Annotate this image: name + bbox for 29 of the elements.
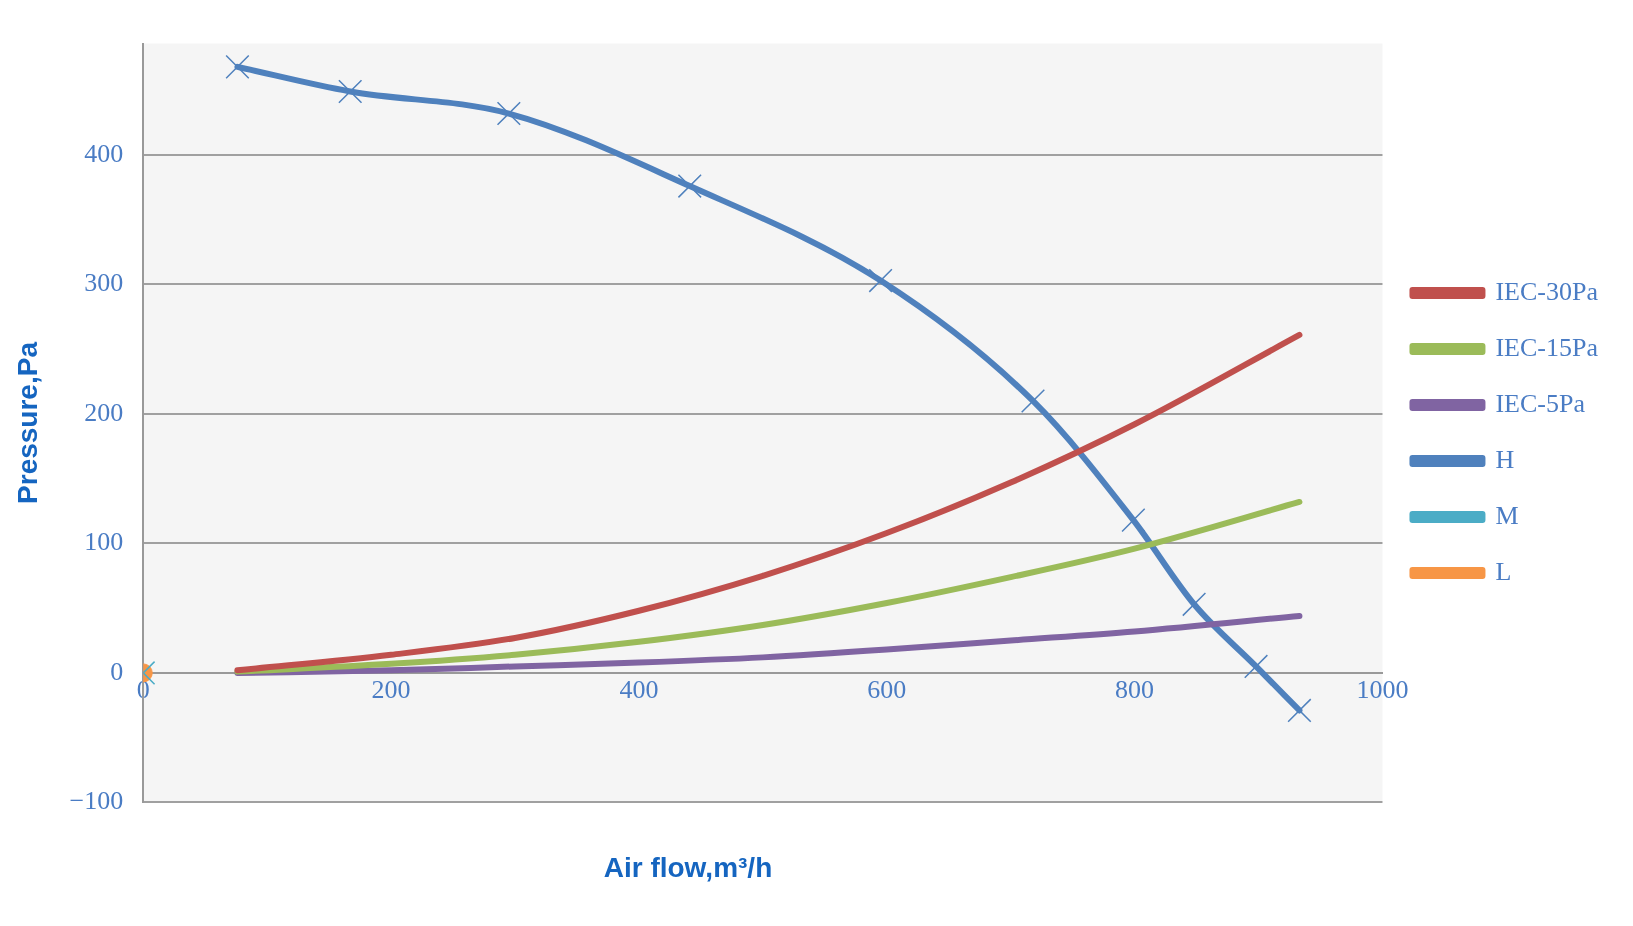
point — [1121, 508, 1146, 533]
legend-label: L — [1495, 556, 1512, 586]
legend-label: IEC-30Pa — [1495, 276, 1599, 306]
x-tick-label: 200 — [371, 675, 411, 705]
point — [1182, 592, 1207, 617]
legend-label: H — [1495, 444, 1515, 474]
point — [1020, 388, 1046, 414]
point — [225, 54, 250, 79]
point — [677, 173, 702, 199]
y-tick-label: 300 — [84, 268, 124, 298]
y-tick-label: 100 — [84, 527, 124, 557]
x-tick-label: 600 — [867, 675, 907, 705]
y-tick-label: 400 — [84, 138, 124, 168]
y-tick-label: 200 — [84, 397, 124, 427]
x-tick-label: 400 — [619, 675, 659, 705]
point — [338, 79, 363, 104]
point — [1244, 654, 1269, 679]
y-tick-label: −100 — [69, 786, 124, 816]
y-axis-title: Pressure,Pa — [11, 341, 43, 504]
x-tick-label: 800 — [1115, 675, 1155, 705]
point — [1287, 698, 1312, 723]
legend-label: IEC-15Pa — [1495, 332, 1599, 362]
legend-label: M — [1495, 500, 1519, 530]
legend-label: IEC-5Pa — [1495, 388, 1586, 418]
y-tick-label: 0 — [110, 656, 124, 686]
point — [868, 268, 893, 293]
x-axis-title: Air flow,m³/h — [602, 852, 774, 884]
point — [496, 101, 521, 126]
x-tick-label: 1000 — [1356, 675, 1409, 705]
